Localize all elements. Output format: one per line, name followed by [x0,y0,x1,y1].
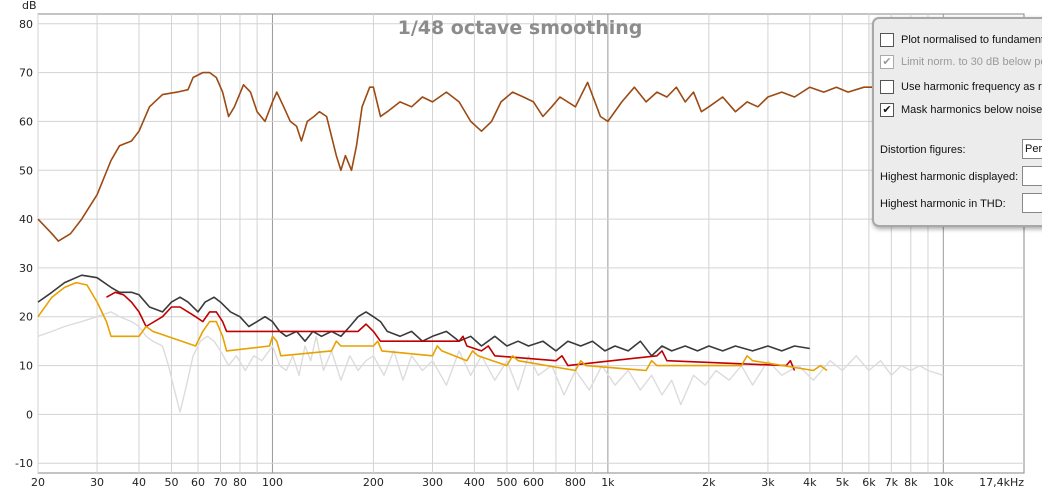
series-line-h2 [106,291,796,371]
x-tick-label: 4k [803,476,817,489]
y-tick-label: 80 [19,18,33,31]
x-tick-label: 400 [464,476,485,489]
x-tick-label: 40 [132,476,146,489]
grid [37,14,1024,473]
option-limit-norm[interactable]: ✔ Limit norm. to 30 dB below peak [880,54,1042,70]
checkbox-normalise[interactable] [880,33,894,47]
series-line-thd [37,274,810,357]
y-axis-label: dB [22,0,37,12]
checkbox-mask-harmonics[interactable]: ✔ [880,103,894,117]
x-tick-label: 100 [262,476,283,489]
x-tick-label: 60 [191,476,205,489]
highest-displayed-label: Highest harmonic displayed: [880,171,1019,183]
option-normalise[interactable]: Plot normalised to fundamental [880,32,1042,48]
option-limit-norm-label: Limit norm. to 30 dB below peak [901,56,1042,68]
y-tick-label: 50 [19,164,33,177]
series-line-noise [37,311,944,413]
x-tick-label: 6k [862,476,876,489]
x-tick-label: 5k [836,476,850,489]
highest-displayed-field[interactable] [1022,166,1042,186]
x-tick-label: 80 [233,476,247,489]
highest-thd-label: Highest harmonic in THD: [880,198,1006,210]
chart-title: 1/48 octave smoothing [398,17,643,39]
y-tick-label: -10 [15,457,33,470]
option-harmonic-ref[interactable]: Use harmonic frequency as ref [880,79,1042,95]
y-tick-labels: -10 0 10 20 30 40 50 60 70 80 [15,18,33,470]
x-tick-label: 7k [885,476,899,489]
y-tick-label: 40 [19,213,33,226]
option-mask-harmonics-label: Mask harmonics below noise [901,104,1042,116]
x-tick-label: 600 [523,476,544,489]
checkbox-harmonic-ref[interactable] [880,80,894,94]
series-line-h3 [37,281,828,372]
y-tick-label: 10 [19,360,33,373]
x-tick-label: 500 [496,476,517,489]
highest-thd-field[interactable] [1022,193,1042,213]
series-group [37,71,1021,413]
x-tick-label: 3k [761,476,775,489]
distortion-options-panel: Plot normalised to fundamental ✔ Limit n… [872,17,1042,227]
x-tick-label: 300 [422,476,443,489]
x-tick-labels: 20 30 40 50 60 70 80 100 200 300 400 500 600 800 1k 2k 3… [31,476,1024,489]
x-tick-label: 70 [213,476,227,489]
option-normalise-label: Plot normalised to fundamental [901,34,1042,46]
x-tick-label: 8k [904,476,918,489]
x-tick-label: 20 [31,476,45,489]
x-tick-label: 30 [90,476,104,489]
plot-area [37,13,1025,474]
option-harmonic-ref-label: Use harmonic frequency as ref [901,81,1042,93]
series-line-fundamental [37,71,1021,242]
y-tick-label: 60 [19,115,33,128]
x-tick-label: 1k [601,476,615,489]
x-tick-label: 200 [363,476,384,489]
distortion-figures-select[interactable]: Percent [1022,139,1042,159]
y-tick-label: 20 [19,311,33,324]
option-mask-harmonics[interactable]: ✔ Mask harmonics below noise [880,102,1042,118]
x-tick-label: 800 [565,476,586,489]
checkbox-limit-norm[interactable]: ✔ [880,55,894,69]
x-tick-label: 2k [702,476,716,489]
y-tick-label: 70 [19,67,33,80]
x-tick-label: 50 [164,476,178,489]
x-tick-label: 17,4kHz [979,476,1024,489]
y-tick-label: 30 [19,262,33,275]
x-tick-label: 10k [933,476,954,489]
y-tick-label: 0 [26,408,33,421]
distortion-figures-label: Distortion figures: [880,144,966,156]
